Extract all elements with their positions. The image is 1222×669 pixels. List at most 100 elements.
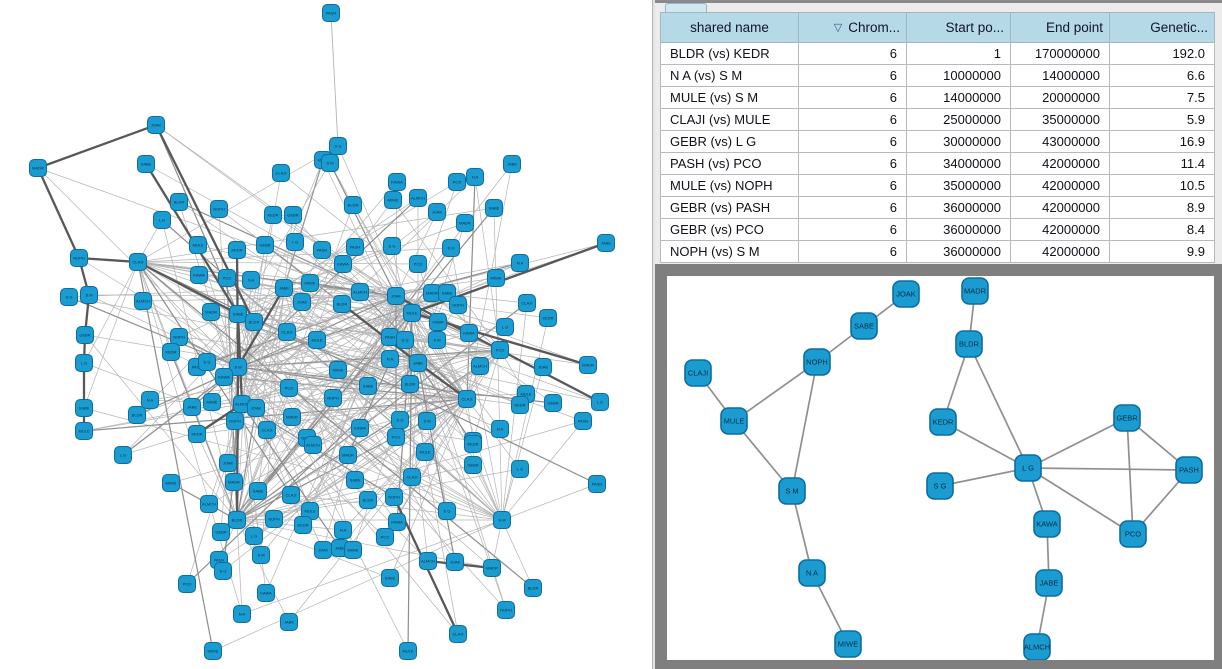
network-node[interactable]: GEBR: [429, 313, 447, 331]
main-network-canvas[interactable]: JOAK MADR SABE BLDR NOPH CLAJI MULE KEDR GEBR L G…: [0, 0, 652, 669]
network-node-s-m[interactable]: S M: [778, 477, 806, 505]
network-node[interactable]: S G: [383, 237, 401, 255]
network-node[interactable]: CLAJI: [258, 421, 276, 439]
network-node[interactable]: N A: [466, 168, 484, 186]
network-node-gebr[interactable]: GEBR: [1113, 404, 1141, 432]
network-node[interactable]: MADR: [339, 446, 357, 464]
network-node[interactable]: BLDR: [245, 313, 263, 331]
column-header-4[interactable]: Genetic...: [1109, 12, 1215, 43]
network-node[interactable]: BLDR: [524, 579, 542, 597]
network-node[interactable]: JOAK: [446, 553, 464, 571]
column-header-3[interactable]: End point: [1010, 12, 1110, 43]
network-node[interactable]: N A: [511, 254, 529, 272]
network-node[interactable]: MIWE: [344, 541, 362, 559]
network-node[interactable]: MIWE: [329, 361, 347, 379]
network-node[interactable]: MIWE: [203, 393, 221, 411]
network-node[interactable]: CLAJI: [458, 390, 476, 408]
network-node[interactable]: GEBR: [544, 394, 562, 412]
network-node[interactable]: S M: [229, 358, 247, 376]
network-node[interactable]: PASH: [588, 475, 606, 493]
table-row[interactable]: GEBR (vs) PASH 6 36000000 42000000 8.9: [660, 196, 1215, 219]
network-node[interactable]: L G: [114, 446, 132, 464]
network-node[interactable]: GEBR: [256, 236, 274, 254]
network-node[interactable]: JOAK: [314, 541, 332, 559]
network-node[interactable]: JABE: [275, 279, 293, 297]
network-node[interactable]: GEBR: [76, 326, 94, 344]
network-node[interactable]: JABE: [597, 234, 615, 252]
network-node[interactable]: KAWA: [351, 419, 369, 437]
network-node[interactable]: PCO: [178, 575, 196, 593]
table-row[interactable]: BLDR (vs) KEDR 6 1 170000000 192.0: [660, 42, 1215, 65]
network-node[interactable]: PCO: [387, 428, 405, 446]
network-node-noph[interactable]: NOPH: [803, 348, 831, 376]
network-node[interactable]: N A: [233, 605, 251, 623]
network-node[interactable]: S M: [418, 412, 436, 430]
network-node[interactable]: MADR: [483, 559, 501, 577]
table-row[interactable]: MULE (vs) NOPH 6 35000000 42000000 10.5: [660, 174, 1215, 197]
network-node[interactable]: KAWA: [460, 324, 478, 342]
network-node[interactable]: PASH: [346, 238, 364, 256]
network-node[interactable]: KEDR: [294, 516, 312, 534]
network-node[interactable]: PCO: [218, 269, 236, 287]
network-node[interactable]: CLAJI: [282, 486, 300, 504]
network-node[interactable]: KAWA: [388, 173, 406, 191]
network-node[interactable]: MIWE: [487, 269, 505, 287]
network-node[interactable]: L G: [245, 527, 263, 545]
network-node-s-g[interactable]: S G: [926, 472, 954, 500]
network-node[interactable]: NOPH: [497, 601, 515, 619]
network-node[interactable]: KAWA: [190, 266, 208, 284]
network-node-claji[interactable]: CLAJI: [684, 359, 712, 387]
network-node[interactable]: S M: [80, 286, 98, 304]
network-node[interactable]: MULE: [189, 236, 207, 254]
network-node[interactable]: MADR: [456, 214, 474, 232]
network-node[interactable]: JOAK: [247, 399, 265, 417]
table-row[interactable]: GEBR (vs) PCO 6 36000000 42000000 8.4: [660, 218, 1215, 241]
network-node[interactable]: N A: [242, 271, 260, 289]
network-node[interactable]: MULE: [403, 304, 421, 322]
network-node[interactable]: SABE: [485, 199, 503, 217]
network-node[interactable]: BLDR: [401, 375, 419, 393]
network-node[interactable]: CLAJI: [403, 468, 421, 486]
network-node[interactable]: JOAK: [534, 358, 552, 376]
network-node[interactable]: JABE: [409, 354, 427, 372]
network-node[interactable]: MULE: [308, 331, 326, 349]
network-node[interactable]: NOPH: [226, 412, 244, 430]
network-node[interactable]: KEDR: [162, 343, 180, 361]
network-node[interactable]: MADR: [579, 356, 597, 374]
network-node[interactable]: L G: [496, 318, 514, 336]
network-node-mule[interactable]: MULE: [720, 407, 748, 435]
network-node[interactable]: MIWE: [162, 474, 180, 492]
table-row[interactable]: N A (vs) S M 6 10000000 14000000 6.6: [660, 64, 1215, 87]
filter-icon[interactable]: ▽: [833, 22, 843, 34]
network-node[interactable]: BLDR: [333, 295, 351, 313]
filtered-network-canvas[interactable]: JOAK MADR SABE BLDR NOPH CLAJI MULE KEDR GEBR L G…: [667, 276, 1214, 660]
network-node[interactable]: BLDR: [359, 491, 377, 509]
network-node[interactable]: S G: [438, 502, 456, 520]
network-node[interactable]: NOPH: [385, 488, 403, 506]
network-node[interactable]: MADR: [423, 284, 441, 302]
network-node[interactable]: SABE: [229, 305, 247, 323]
network-node[interactable]: JOAK: [293, 293, 311, 311]
network-node[interactable]: NOPH: [170, 328, 188, 346]
network-node[interactable]: S G: [329, 137, 347, 155]
table-row[interactable]: CLAJI (vs) MULE 6 25000000 35000000 5.9: [660, 108, 1215, 131]
network-node[interactable]: PASH: [381, 328, 399, 346]
network-node[interactable]: MADR: [202, 303, 220, 321]
network-node[interactable]: JOAK: [387, 287, 405, 305]
network-node[interactable]: MADR: [225, 473, 243, 491]
network-node[interactable]: PASH: [313, 241, 331, 259]
network-node[interactable]: PCO: [280, 379, 298, 397]
network-node[interactable]: CLAJI: [278, 323, 296, 341]
network-node[interactable]: KEDR: [511, 396, 529, 414]
network-node[interactable]: PCO: [409, 255, 427, 273]
network-node[interactable]: JOAK: [219, 454, 237, 472]
network-node[interactable]: ALMCH: [134, 292, 152, 310]
network-node-sabe[interactable]: SABE: [850, 312, 878, 340]
network-node[interactable]: GEBR: [212, 523, 230, 541]
network-node[interactable]: L G: [153, 211, 171, 229]
network-node[interactable]: MULE: [399, 642, 417, 660]
network-node[interactable]: PCO: [491, 341, 509, 359]
network-node[interactable]: S G: [60, 288, 78, 306]
network-node[interactable]: N A: [334, 521, 352, 539]
network-node[interactable]: CLAJI: [518, 294, 536, 312]
